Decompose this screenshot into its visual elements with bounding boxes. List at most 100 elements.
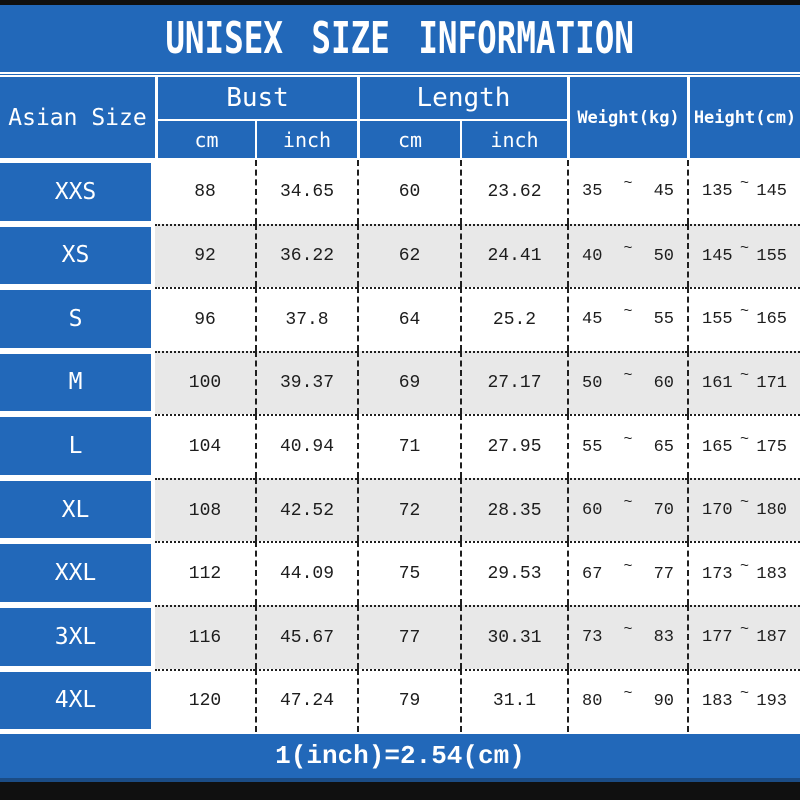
length-inch-cell: 27.95	[460, 414, 567, 478]
bust-cm-cell: 116	[155, 604, 255, 669]
table-row: XXL 112 44.09 75 29.53 67 ~ 77 173 ~ 183	[0, 541, 800, 605]
size-label: S	[0, 290, 151, 348]
weight-max: 55	[653, 310, 674, 330]
length-cm-cell: 62	[357, 223, 460, 288]
bust-cm-cell: 100	[155, 350, 255, 415]
table-header: Asian Size Bust Length cm inch cm inch W…	[0, 77, 800, 160]
column-header-asian-size: Asian Size	[8, 104, 147, 131]
length-cm-cell: 77	[357, 604, 460, 669]
bust-inch-cell: 44.09	[255, 541, 357, 605]
bust-cm-cell: 108	[155, 477, 255, 542]
length-inch-cell: 25.2	[460, 287, 567, 351]
size-cell: XXL	[0, 541, 155, 605]
column-header-bust: Bust	[155, 77, 357, 119]
size-cell: L	[0, 414, 155, 478]
weight-range-cell: 40 ~ 50	[567, 223, 687, 288]
length-cm-cell: 60	[357, 160, 460, 224]
subheader-bust-inch: inch	[255, 119, 357, 158]
weight-min: 40	[582, 246, 603, 266]
weight-min: 55	[582, 437, 603, 457]
weight-max: 77	[653, 564, 674, 584]
tilde-glyph: ~	[623, 684, 633, 702]
height-range-cell: 183 ~ 193	[687, 668, 800, 733]
unit-conversion-note: 1(inch)=2.54(cm)	[275, 741, 525, 771]
bust-inch-cell: 40.94	[255, 414, 357, 478]
weight-range-cell: 80 ~ 90	[567, 668, 687, 733]
table-row: 4XL 120 47.24 79 31.1 80 ~ 90 183 ~ 193	[0, 668, 800, 733]
height-max: 175	[756, 437, 787, 457]
size-cell: M	[0, 350, 155, 415]
size-cell: 3XL	[0, 604, 155, 669]
table-row: XXS 88 34.65 60 23.62 35 ~ 45 135 ~ 145	[0, 160, 800, 224]
bust-cm-cell: 88	[155, 160, 255, 224]
height-range-cell: 165 ~ 175	[687, 414, 800, 478]
weight-max: 65	[653, 437, 674, 457]
size-label: XXL	[0, 544, 151, 602]
bust-inch-cell: 45.67	[255, 604, 357, 669]
table-row: 3XL 116 45.67 77 30.31 73 ~ 83 177 ~ 187	[0, 604, 800, 669]
tilde-glyph: ~	[623, 175, 633, 193]
height-min: 170	[702, 501, 733, 521]
tilde-glyph: ~	[623, 621, 633, 639]
length-inch-cell: 28.35	[460, 477, 567, 542]
height-max: 155	[756, 246, 787, 266]
bust-inch-cell: 42.52	[255, 477, 357, 542]
size-label: M	[0, 353, 151, 412]
height-min: 177	[702, 628, 733, 648]
table-row: XL 108 42.52 72 28.35 60 ~ 70 170 ~ 180	[0, 477, 800, 542]
bust-cm-cell: 92	[155, 223, 255, 288]
length-inch-cell: 30.31	[460, 604, 567, 669]
bust-inch-cell: 39.37	[255, 350, 357, 415]
length-cm-cell: 64	[357, 287, 460, 351]
tilde-glyph: ~	[623, 430, 633, 448]
height-min: 155	[702, 310, 733, 330]
size-label: 3XL	[0, 607, 151, 666]
weight-min: 60	[582, 501, 603, 521]
tilde-glyph: ~	[623, 494, 633, 512]
height-range-cell: 173 ~ 183	[687, 541, 800, 605]
size-label: 4XL	[0, 671, 151, 730]
length-cm-cell: 75	[357, 541, 460, 605]
page-title: UNISEX SIZE INFORMATION	[165, 12, 635, 64]
tilde-glyph: ~	[739, 239, 749, 257]
height-min: 145	[702, 246, 733, 266]
height-max: 165	[756, 310, 787, 330]
column-header-height: Height(cm)	[687, 77, 800, 158]
column-header-length: Length	[357, 77, 567, 119]
tilde-glyph: ~	[623, 366, 633, 384]
weight-min: 45	[582, 310, 603, 330]
tilde-glyph: ~	[739, 430, 749, 448]
height-max: 193	[756, 691, 787, 711]
length-cm-cell: 72	[357, 477, 460, 542]
length-inch-cell: 31.1	[460, 668, 567, 733]
subheader-bust-cm: cm	[155, 119, 255, 158]
table-row: XS 92 36.22 62 24.41 40 ~ 50 145 ~ 155	[0, 223, 800, 288]
weight-max: 45	[653, 182, 674, 202]
weight-max: 60	[653, 373, 674, 393]
height-range-cell: 177 ~ 187	[687, 604, 800, 669]
footer-band: 1(inch)=2.54(cm)	[0, 732, 800, 782]
bust-inch-cell: 36.22	[255, 223, 357, 288]
length-cm-cell: 69	[357, 350, 460, 415]
table-row: M 100 39.37 69 27.17 50 ~ 60 161 ~ 171	[0, 350, 800, 415]
weight-max: 50	[653, 246, 674, 266]
tilde-glyph: ~	[739, 366, 749, 384]
bust-cm-cell: 104	[155, 414, 255, 478]
weight-min: 80	[582, 691, 603, 711]
bust-cm-cell: 112	[155, 541, 255, 605]
height-min: 173	[702, 564, 733, 584]
weight-min: 50	[582, 373, 603, 393]
length-inch-cell: 27.17	[460, 350, 567, 415]
length-cm-cell: 71	[357, 414, 460, 478]
bottom-black-bar	[0, 792, 800, 800]
weight-min: 73	[582, 628, 603, 648]
tilde-glyph: ~	[623, 303, 633, 321]
height-range-cell: 170 ~ 180	[687, 477, 800, 542]
height-range-cell: 161 ~ 171	[687, 350, 800, 415]
top-black-bar	[0, 0, 800, 5]
weight-range-cell: 55 ~ 65	[567, 414, 687, 478]
bust-cm-cell: 120	[155, 668, 255, 733]
bust-cm-cell: 96	[155, 287, 255, 351]
weight-range-cell: 35 ~ 45	[567, 160, 687, 224]
